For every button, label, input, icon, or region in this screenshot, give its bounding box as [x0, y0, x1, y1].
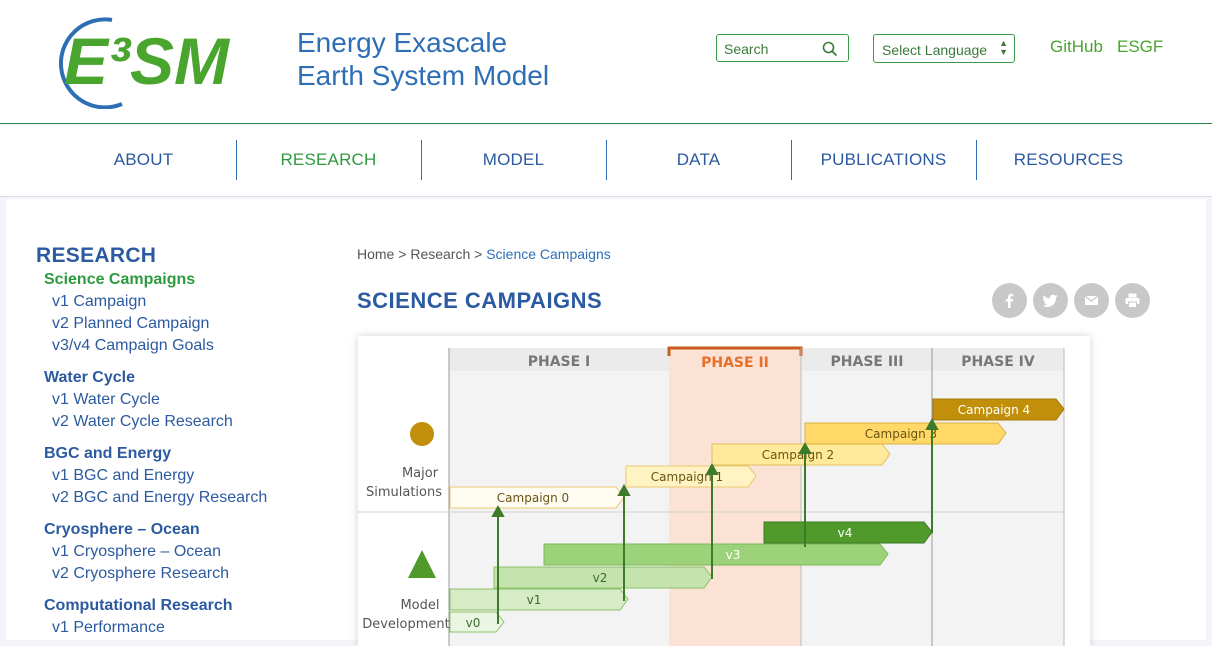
logo-text: E³SM	[64, 24, 231, 98]
campaign-label-3: Campaign 3	[865, 427, 937, 441]
nav-divider	[791, 140, 792, 180]
site-title-line1: Energy Exascale	[297, 27, 508, 58]
campaign-label-2: Campaign 2	[762, 448, 834, 462]
phase-3-label: PHASE III	[831, 354, 904, 370]
phase-4-column	[932, 348, 1064, 646]
version-label-v1: v1	[527, 593, 542, 607]
sidebar-item-v1-campaign[interactable]: v1 Campaign	[52, 293, 147, 310]
sidebar-heading-science-campaigns[interactable]: Science Campaigns	[44, 271, 196, 288]
phase-2-header	[669, 348, 801, 371]
email-icon	[1084, 295, 1099, 305]
search-input[interactable]	[722, 40, 821, 58]
version-label-v4: v4	[838, 526, 853, 540]
breadcrumb-current: Science Campaigns	[486, 246, 611, 262]
sidebar-item-v1-bgc[interactable]: v1 BGC and Energy	[52, 467, 195, 484]
page-title: SCIENCE CAMPAIGNS	[357, 288, 603, 313]
site-title-line2: Earth System Model	[297, 60, 550, 91]
campaign-bar-1	[625, 465, 757, 488]
sidebar-item-v2-water-cycle[interactable]: v2 Water Cycle Research	[52, 413, 233, 430]
sidebar-item-v2-bgc[interactable]: v2 BGC and Energy Research	[52, 489, 268, 506]
model-development-triangle-icon	[408, 550, 436, 578]
phase-2-column	[669, 348, 801, 646]
email-share-button[interactable]	[1074, 283, 1109, 318]
breadcrumb-home[interactable]: Home	[357, 246, 395, 262]
sidebar-item-v1-cryosphere[interactable]: v1 Cryosphere – Ocean	[52, 543, 221, 560]
breadcrumb: Home > Research > Science Campaigns	[357, 246, 611, 262]
select-arrows-icon: ▲ ▼	[999, 38, 1008, 57]
nav-item-model[interactable]: MODEL	[482, 150, 545, 169]
campaign-label-0: Campaign 0	[497, 491, 569, 505]
search-icon[interactable]	[822, 41, 838, 57]
sidebar-item-v3v4-goals[interactable]: v3/v4 Campaign Goals	[52, 337, 214, 354]
version-label-v3: v3	[726, 548, 741, 562]
campaign-bar-0	[449, 486, 625, 509]
sidebar-item-v2-cryosphere[interactable]: v2 Cryosphere Research	[52, 565, 229, 582]
sidebar-item-v2-planned-campaign[interactable]: v2 Planned Campaign	[52, 315, 210, 332]
site-title[interactable]: Energy Exascale Earth System Model	[297, 26, 549, 92]
phase-2-label: PHASE II	[701, 355, 769, 371]
sidebar-heading-computational[interactable]: Computational Research	[44, 597, 233, 614]
sidebar-item-v1-water-cycle[interactable]: v1 Water Cycle	[52, 391, 160, 408]
breadcrumb-research[interactable]: Research	[410, 246, 471, 262]
language-select[interactable]: Select Language ▲ ▼	[873, 34, 1015, 63]
campaign-label-4: Campaign 4	[958, 403, 1030, 417]
facebook-share-button[interactable]	[992, 283, 1027, 318]
version-label-v2: v2	[593, 571, 608, 585]
version-bar-v1	[449, 588, 629, 611]
nav-divider	[606, 140, 607, 180]
twitter-share-button[interactable]	[1033, 283, 1068, 318]
science-campaigns-diagram: PHASE I PHASE II PHASE III PHASE IV Majo…	[358, 336, 1090, 646]
nav-item-data[interactable]: DATA	[676, 150, 721, 169]
version-bar-v0	[449, 611, 505, 633]
sidebar-item-v1-performance[interactable]: v1 Performance	[52, 619, 165, 636]
campaign-bar-4	[932, 398, 1065, 421]
diagram-svg: PHASE I PHASE II PHASE III PHASE IV Majo…	[358, 346, 1065, 646]
row-label-development: Development	[362, 617, 450, 632]
content-card: RESEARCH Science Campaigns v1 Campaign v…	[6, 199, 1206, 646]
twitter-icon	[1042, 294, 1058, 307]
nav-divider	[976, 140, 977, 180]
breadcrumb-separator: >	[398, 246, 407, 262]
nav-item-resources[interactable]: RESOURCES	[1013, 150, 1124, 169]
sidebar-title[interactable]: RESEARCH	[36, 244, 157, 267]
version-bar-v2	[493, 566, 713, 589]
row-label-major: Major	[402, 466, 439, 481]
print-share-button[interactable]	[1115, 283, 1150, 318]
version-bar-v3	[543, 543, 889, 566]
major-simulations-circle-icon	[410, 422, 434, 446]
github-link[interactable]: GitHub	[1050, 37, 1103, 56]
campaign-label-1: Campaign 1	[651, 470, 723, 484]
sidebar-heading-water-cycle[interactable]: Water Cycle	[44, 369, 135, 386]
nav-divider	[236, 140, 237, 180]
phase-1-label: PHASE I	[528, 354, 591, 370]
facebook-icon	[1005, 293, 1014, 308]
row-label-simulations: Simulations	[366, 485, 442, 500]
nav-item-about[interactable]: ABOUT	[113, 150, 174, 169]
campaign-bar-3	[804, 422, 1007, 445]
e3sm-logo[interactable]: E³SM	[52, 14, 272, 110]
language-select-label: Select Language	[882, 42, 988, 58]
dependency-arrows	[491, 417, 939, 624]
row-label-model: Model	[400, 598, 439, 613]
logo-swoosh-icon: E³SM	[58, 17, 231, 110]
sidebar-heading-cryosphere-ocean[interactable]: Cryosphere – Ocean	[44, 521, 200, 538]
breadcrumb-separator: >	[474, 246, 483, 262]
version-label-v0: v0	[466, 616, 481, 630]
nav-item-publications[interactable]: PUBLICATIONS	[820, 150, 947, 169]
site-header: E³SM Energy Exascale Earth System Model …	[0, 0, 1212, 124]
esgf-link[interactable]: ESGF	[1117, 37, 1164, 56]
phase-3-column	[801, 348, 932, 646]
print-icon	[1125, 293, 1140, 308]
nav-item-research[interactable]: RESEARCH	[280, 150, 377, 169]
search-box	[716, 34, 849, 62]
sidebar-heading-bgc-energy[interactable]: BGC and Energy	[44, 445, 172, 462]
phase-4-label: PHASE IV	[961, 354, 1035, 370]
main-nav: ABOUT RESEARCH MODEL DATA PUBLICATIONS R…	[0, 124, 1212, 197]
nav-divider	[421, 140, 422, 180]
